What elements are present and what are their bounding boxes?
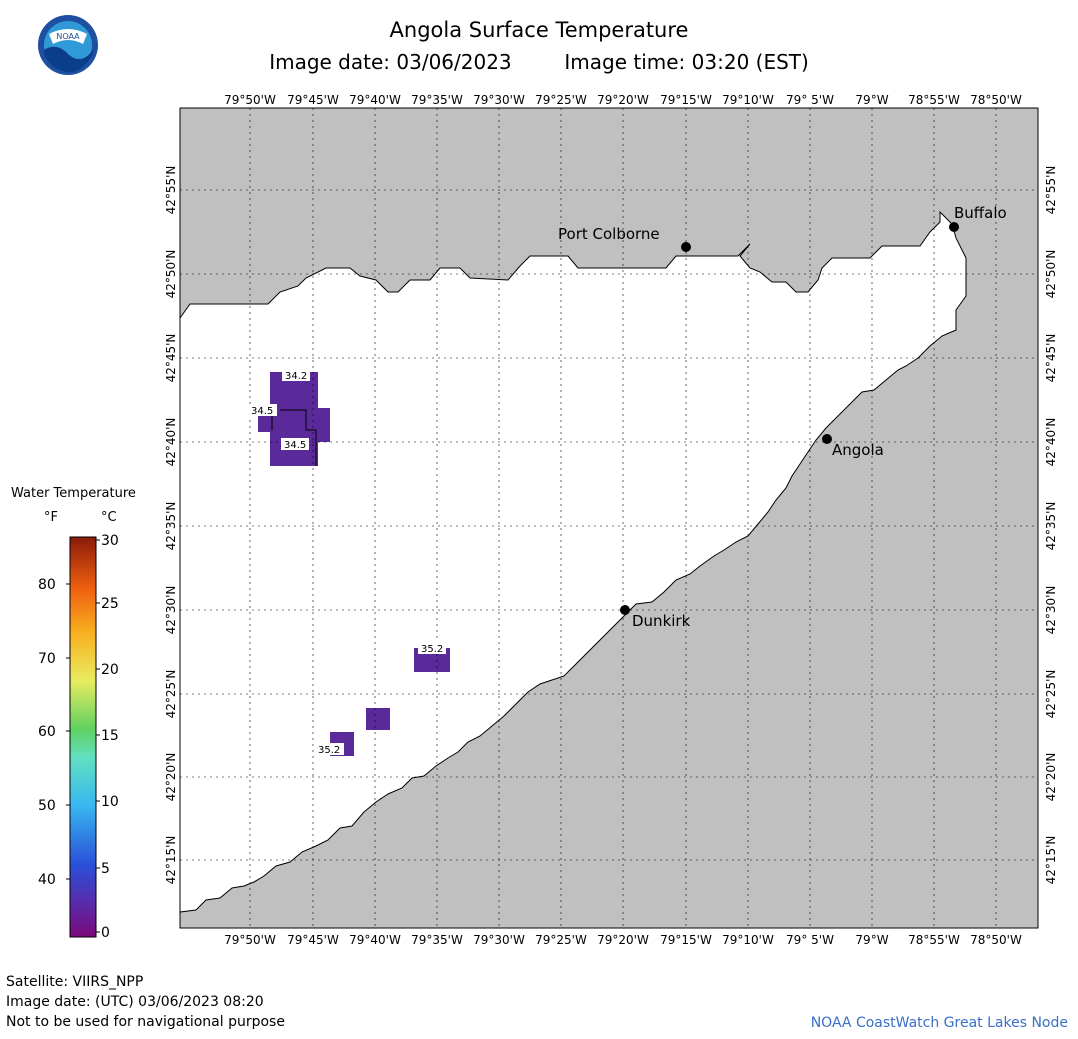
lon-label: 79°40'W	[349, 93, 401, 107]
map-grid	[180, 108, 1038, 928]
c-tick-label: 30	[101, 533, 119, 549]
lon-label: 79° 5'W	[786, 933, 834, 947]
c-tick-label: 0	[101, 925, 110, 941]
lat-label: 42°20'N	[164, 753, 178, 802]
f-tick-label: 60	[38, 724, 56, 740]
lat-label: 42°35'N	[164, 502, 178, 551]
lon-label: 79°40'W	[349, 933, 401, 947]
lon-label: 79°30'W	[473, 933, 525, 947]
lon-label: 79°10'W	[722, 933, 774, 947]
lon-label: 79°20'W	[597, 93, 649, 107]
lat-label: 42°25'N	[1044, 670, 1058, 719]
city-label-dunkirk: Dunkirk	[632, 612, 691, 630]
lat-label: 42°50'N	[1044, 250, 1058, 299]
lon-label: 79°25'W	[535, 933, 587, 947]
f-tick-label: 70	[38, 651, 56, 667]
lon-label: 78°55'W	[908, 93, 960, 107]
c-tick-label: 25	[101, 596, 119, 612]
temp-cell	[366, 708, 390, 730]
lon-label: 79°25'W	[535, 93, 587, 107]
lon-label: 79° 5'W	[786, 93, 834, 107]
latitude-labels-right: 42°55'N 42°50'N 42°45'N 42°40'N 42°35'N 42°30…	[1044, 166, 1058, 885]
lon-label: 79°15'W	[660, 93, 712, 107]
city-markers: Port Colborne Buffalo Angola Dunkirk	[558, 204, 1007, 630]
f-tick-label: 80	[38, 577, 56, 593]
reading-label: 34.5	[251, 406, 273, 417]
c-tick-label: 5	[101, 861, 110, 877]
city-dot-buffalo	[949, 222, 959, 232]
lon-label: 79°10'W	[722, 93, 774, 107]
legend-unit-f: °F	[44, 510, 58, 525]
longitude-labels-top: 79°50'W 79°45'W 79°40'W 79°35'W 79°30'W 79°25…	[224, 93, 1022, 107]
temperature-readings: 34.2 34.5 34.5 35.2 35.2	[249, 369, 446, 756]
reading-label: 34.5	[284, 440, 306, 451]
city-dot-angola	[822, 434, 832, 444]
lat-label: 42°15'N	[164, 836, 178, 885]
lat-label: 42°35'N	[1044, 502, 1058, 551]
lat-label: 42°40'N	[164, 418, 178, 467]
lat-label: 42°50'N	[164, 250, 178, 299]
city-label-port-colborne: Port Colborne	[558, 225, 660, 243]
lat-label: 42°40'N	[1044, 418, 1058, 467]
logo-text: NOAA	[56, 32, 80, 41]
contour-lines	[271, 409, 317, 466]
lat-label: 42°30'N	[1044, 586, 1058, 635]
credit-link[interactable]: NOAA CoastWatch Great Lakes Node	[810, 1015, 1068, 1031]
lon-label: 79°45'W	[287, 933, 339, 947]
lat-label: 42°25'N	[164, 670, 178, 719]
lon-label: 79°W	[855, 933, 888, 947]
legend-title: Water Temperature	[11, 486, 136, 501]
map-title: Angola Surface Temperature	[389, 18, 689, 42]
lon-label: 78°50'W	[970, 933, 1022, 947]
color-scale-bar	[69, 536, 97, 938]
latitude-labels-left: 42°55'N 42°50'N 42°45'N 42°40'N 42°35'N 42°30…	[164, 166, 178, 885]
city-label-angola: Angola	[832, 441, 884, 459]
lake-erie-water	[179, 210, 967, 913]
c-tick-label: 20	[101, 662, 119, 678]
lat-label: 42°15'N	[1044, 836, 1058, 885]
city-dot-dunkirk	[620, 605, 630, 615]
lon-label: 78°50'W	[970, 93, 1022, 107]
image-datetime: Image date: 03/06/2023 Image time: 03:20…	[0, 50, 1078, 74]
image-date: Image date: 03/06/2023	[269, 50, 512, 74]
utc-date: Image date: (UTC) 03/06/2023 08:20	[6, 994, 264, 1010]
reading-label: 35.2	[421, 644, 443, 655]
disclaimer: Not to be used for navigational purpose	[6, 1014, 285, 1030]
lat-label: 42°20'N	[1044, 753, 1058, 802]
city-dot-port-colborne	[681, 242, 691, 252]
lat-label: 42°55'N	[164, 166, 178, 215]
temp-cell	[316, 408, 330, 442]
legend-unit-c: °C	[101, 510, 117, 525]
lat-label: 42°45'N	[1044, 334, 1058, 383]
image-time: Image time: 03:20 (EST)	[564, 50, 809, 74]
c-tick-label: 15	[101, 728, 119, 744]
lat-label: 42°45'N	[164, 334, 178, 383]
lon-label: 79°20'W	[597, 933, 649, 947]
lon-label: 79°45'W	[287, 93, 339, 107]
longitude-labels-bottom: 79°50'W 79°45'W 79°40'W 79°35'W 79°30'W 79°25…	[224, 933, 1022, 947]
lon-label: 79°W	[855, 93, 888, 107]
lon-label: 79°30'W	[473, 93, 525, 107]
lon-label: 79°50'W	[224, 933, 276, 947]
lat-label: 42°30'N	[164, 586, 178, 635]
lat-label: 42°55'N	[1044, 166, 1058, 215]
noaa-logo-icon: NOAA	[38, 15, 98, 75]
reading-label: 34.2	[285, 371, 307, 382]
lon-label: 79°50'W	[224, 93, 276, 107]
lon-label: 79°15'W	[660, 933, 712, 947]
lon-label: 79°35'W	[411, 93, 463, 107]
f-tick-label: 50	[38, 798, 56, 814]
city-label-buffalo: Buffalo	[954, 204, 1007, 222]
f-tick-label: 40	[38, 872, 56, 888]
lon-label: 79°35'W	[411, 933, 463, 947]
map-frame	[179, 107, 1039, 929]
satellite-info: Satellite: VIIRS_NPP	[6, 974, 144, 990]
c-tick-label: 10	[101, 794, 119, 810]
reading-label: 35.2	[318, 745, 340, 756]
lon-label: 78°55'W	[908, 933, 960, 947]
